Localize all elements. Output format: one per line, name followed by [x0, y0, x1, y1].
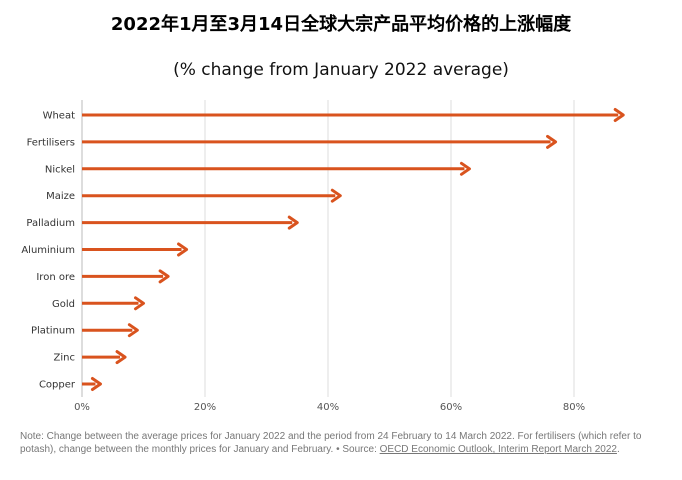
bar-arrowhead — [546, 134, 558, 149]
category-label: Platinum — [31, 326, 75, 337]
note-text: Note: Change between the average prices … — [20, 431, 642, 455]
category-label: Nickel — [45, 164, 75, 175]
bar-arrowhead — [177, 242, 189, 257]
bar-arrowhead — [158, 269, 170, 284]
bar-arrowhead — [127, 323, 139, 338]
category-label: Wheat — [43, 111, 76, 122]
note-end: . — [616, 444, 620, 455]
bar-arrowhead — [115, 350, 127, 365]
bar-arrowhead — [287, 215, 299, 230]
bar-arrowhead — [90, 377, 102, 391]
bar-arrowhead — [613, 108, 625, 122]
category-label: Maize — [46, 191, 75, 202]
category-label: Fertilisers — [27, 137, 75, 148]
category-label: Palladium — [26, 218, 75, 229]
source-link[interactable]: OECD Economic Outlook, Interim Report Ma… — [379, 444, 617, 455]
x-tick-label: 60% — [440, 402, 462, 413]
category-label: Aluminium — [21, 245, 75, 256]
bar-chart: 0% 20% 40% 60% 80% Wheat Fertilisers Nickel Maiz… — [21, 100, 625, 413]
category-label: Gold — [52, 299, 75, 310]
x-tick-label: 20% — [194, 402, 216, 413]
x-tick-label: 80% — [563, 402, 585, 413]
x-tick-label: 0% — [74, 402, 90, 413]
chart-note: Note: Change between the average prices … — [20, 430, 650, 456]
chart-subtitle: (% change from January 2022 average) — [173, 60, 509, 80]
x-tick-label: 40% — [317, 402, 339, 413]
bar-arrowhead — [134, 296, 145, 311]
category-label: Iron ore — [36, 272, 75, 283]
bar-arrowhead — [459, 161, 471, 176]
bar-arrowhead — [330, 188, 342, 203]
category-label: Copper — [39, 380, 76, 391]
category-label: Zinc — [54, 353, 75, 364]
chart-title: 2022年1月至3月14日全球大宗产品平均价格的上涨幅度 — [110, 14, 572, 35]
